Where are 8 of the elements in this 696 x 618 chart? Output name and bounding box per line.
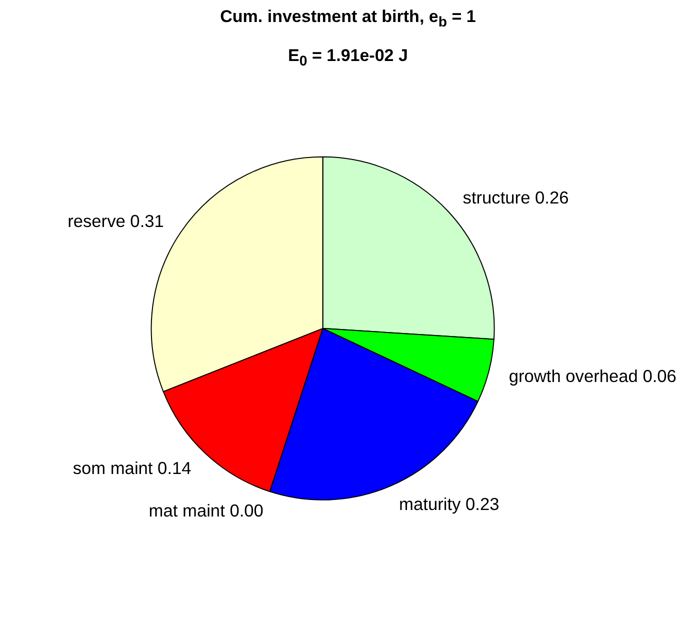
slice-label: maturity 0.23 xyxy=(399,494,500,514)
slice-label: growth overhead 0.06 xyxy=(508,366,676,386)
slice-label: structure 0.26 xyxy=(462,188,569,208)
chart-title: Cum. investment at birth, e$_{b}$ = 1 xyxy=(220,7,476,30)
chart-subtitle: E$_{0}$ = 1.91e-02 J xyxy=(288,46,408,70)
slice-label: som maint 0.14 xyxy=(72,458,192,478)
category-label: mat maint 0.00 xyxy=(148,500,264,520)
slice-label: reserve 0.31 xyxy=(68,210,164,231)
